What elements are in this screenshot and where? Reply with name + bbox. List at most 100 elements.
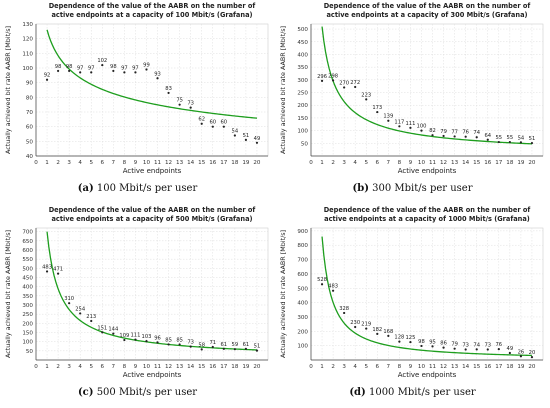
x-tick-label: 10 [418, 364, 426, 370]
data-label: 117 [394, 119, 404, 125]
data-point [189, 106, 192, 109]
x-tick-label: 8 [123, 160, 127, 166]
y-tick-label: 120 [22, 37, 33, 43]
data-point [56, 272, 60, 275]
x-tick-label: 9 [409, 364, 413, 370]
data-point [464, 135, 467, 138]
x-tick-label: 2 [56, 160, 60, 166]
x-tick-label: 14 [462, 364, 470, 370]
data-point [90, 71, 93, 74]
x-tick-label: 11 [429, 160, 437, 166]
y-tick-label: 150 [297, 116, 308, 122]
x-tick-label: 6 [101, 160, 105, 166]
y-tick-label: 200 [297, 329, 308, 335]
data-label: 85 [176, 337, 183, 343]
x-tick-label: 11 [429, 364, 437, 370]
x-tick-label: 19 [517, 160, 525, 166]
data-label: 111 [405, 121, 415, 127]
data-point [79, 312, 82, 315]
data-point [90, 319, 93, 323]
data-label: 61 [221, 342, 228, 348]
x-tick-label: 17 [495, 160, 503, 166]
data-point [475, 348, 478, 351]
x-tick-label: 18 [231, 160, 239, 166]
data-point [420, 129, 423, 132]
chart-title-line: active endpoints at a capacity of 1000 M… [324, 215, 530, 223]
x-tick-label: 0 [34, 160, 38, 166]
data-point [211, 125, 214, 128]
data-label: 151 [97, 325, 107, 331]
x-tick-label: 13 [451, 364, 459, 370]
data-point [343, 86, 346, 89]
data-point [331, 289, 335, 292]
x-tick-label: 8 [398, 364, 402, 370]
x-tick-label: 2 [56, 364, 60, 370]
y-axis-label: Actually achieved bit rate AABR [Mbit/s] [279, 230, 287, 358]
data-point [398, 340, 401, 343]
data-point [68, 302, 71, 305]
plot-area [35, 227, 269, 361]
data-label: 54 [232, 128, 239, 134]
y-tick-label: 400 [297, 301, 308, 307]
x-tick-label: 16 [484, 364, 492, 370]
x-tick-label: 10 [418, 160, 426, 166]
x-axis-label: Active endpoints [123, 371, 182, 379]
y-tick-label: 300 [297, 78, 308, 84]
x-tick-label: 12 [165, 160, 172, 166]
chart-c: Dependence of the value of the AABR on t… [4, 206, 269, 379]
x-tick-label: 0 [309, 160, 313, 166]
x-tick-label: 7 [387, 364, 391, 370]
x-tick-label: 9 [134, 160, 138, 166]
x-tick-label: 7 [112, 364, 116, 370]
data-point [178, 343, 181, 346]
y-axis-label: Actually achieved bit rate AABR [Mbit/s] [4, 26, 12, 154]
x-tick-label: 18 [506, 160, 514, 166]
data-label: 26 [518, 349, 525, 355]
y-tick-label: 50 [301, 141, 309, 147]
data-point [409, 340, 412, 344]
caption-tag-d: (d) [349, 387, 366, 398]
data-label: 54 [518, 135, 525, 141]
x-tick-label: 14 [187, 364, 195, 370]
data-point [123, 338, 126, 342]
data-point [189, 345, 192, 348]
data-label: 55 [496, 135, 503, 141]
x-tick-label: 15 [198, 364, 206, 370]
data-point [167, 91, 170, 95]
caption-text-d: 1000 Mbit/s per user [368, 387, 476, 398]
data-point [101, 63, 104, 67]
data-label: 528 [317, 277, 327, 283]
y-tick-label: 600 [297, 272, 308, 278]
data-point [508, 140, 511, 144]
data-label: 270 [339, 80, 349, 86]
x-tick-label: 0 [34, 364, 38, 370]
caption-d: (d) 1000 Mbit/s per user [275, 387, 550, 398]
data-label: 51 [243, 133, 250, 139]
y-tick-label: 70 [26, 110, 34, 116]
data-point [45, 270, 49, 273]
x-axis-label: Active endpoints [398, 371, 457, 379]
x-tick-label: 17 [495, 364, 503, 370]
y-tick-label: 150 [22, 331, 33, 337]
y-tick-label: 110 [22, 51, 33, 57]
x-tick-label: 1 [320, 160, 324, 166]
data-label: 73 [484, 343, 491, 349]
data-point [398, 125, 401, 128]
data-label: 219 [361, 322, 371, 328]
caption-tag-a: (a) [77, 183, 94, 194]
data-label: 83 [165, 86, 172, 92]
x-tick-label: 19 [517, 364, 525, 370]
data-point [431, 134, 434, 137]
x-tick-label: 8 [398, 160, 402, 166]
x-tick-label: 16 [209, 364, 217, 370]
data-point [486, 348, 489, 351]
x-tick-label: 14 [462, 160, 470, 166]
y-tick-label: 400 [22, 285, 33, 291]
x-tick-label: 14 [187, 160, 195, 166]
data-point [56, 69, 60, 73]
y-tick-label: 50 [26, 139, 34, 145]
trend-line [46, 29, 258, 119]
data-point [331, 79, 335, 82]
y-tick-label: 700 [297, 258, 308, 264]
y-tick-label: 40 [26, 154, 34, 160]
